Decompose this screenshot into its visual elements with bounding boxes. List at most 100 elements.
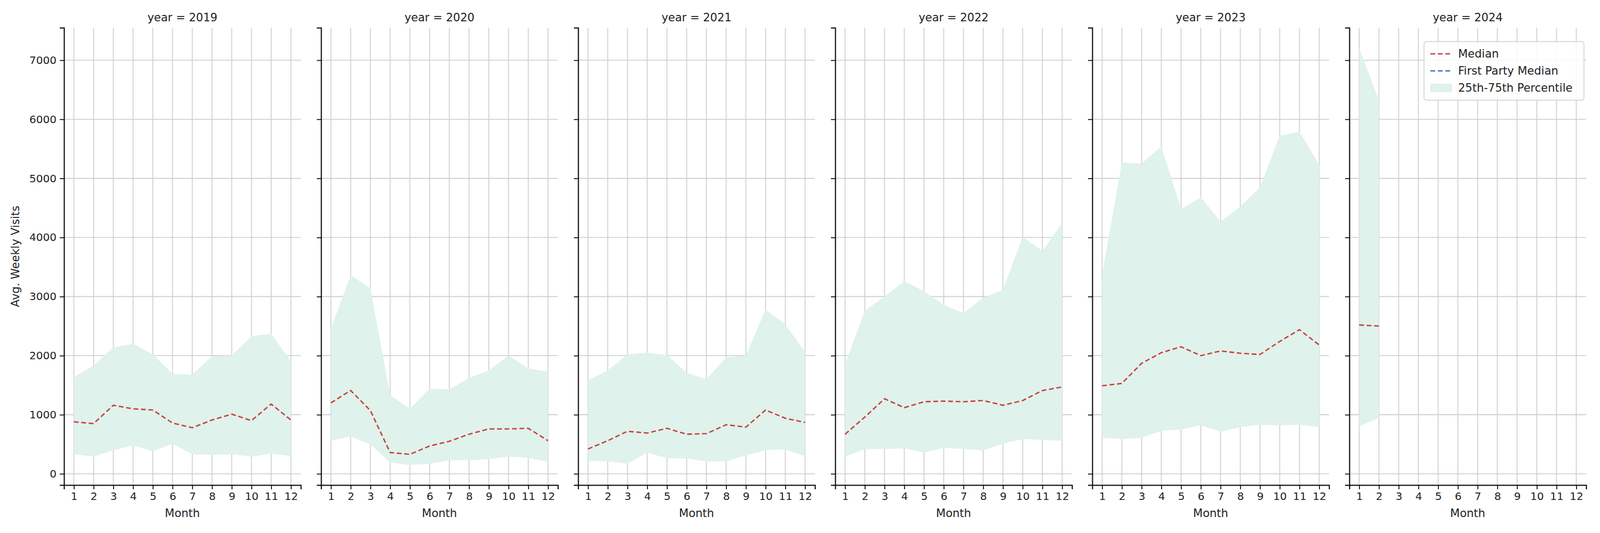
y-tick [1345,474,1350,475]
x-tick: 5 [149,485,157,503]
x-tick: 6 [426,485,434,503]
x-tick-mark [706,485,708,490]
x-axis-line [835,485,1073,491]
panel: 1234567891011120100020003000400050006000… [9,11,302,520]
x-tick-mark [686,485,688,490]
y-tick: 4000 [29,230,64,244]
median-line [1102,329,1320,386]
y-tick-label: 0 [49,467,57,481]
x-tick-label: 10 [758,490,773,503]
x-tick-mark [627,485,629,490]
y-tick-mark [573,355,579,357]
x-tick-mark [1161,485,1163,490]
x-tick-mark [1141,485,1143,490]
y-tick-mark [1345,237,1350,239]
x-tick-mark [1299,485,1301,490]
x-tick-label: 3 [881,490,889,503]
y-tick-mark [573,119,579,121]
median-line [74,404,292,428]
grid-line-y [321,473,558,475]
x-tick-mark [270,485,272,490]
y-tick-mark [830,237,836,239]
y-tick [1345,355,1350,357]
x-tick-label: 11 [778,490,792,503]
x-tick-mark [389,485,391,490]
x-tick-mark [409,485,411,490]
y-axis-line [573,28,579,486]
y-tick: 0 [49,467,64,481]
grid-line-y [64,178,301,180]
x-tick-label: 5 [406,490,414,503]
x-tick: 8 [980,485,988,503]
y-tick-label: 7000 [29,53,57,67]
x-tick: 12 [541,485,555,503]
y-tick-mark [316,296,322,298]
panel-title: year = 2024 [1432,11,1503,24]
x-axis-line [578,485,816,491]
y-axis-line [1088,28,1093,486]
grid-line-y [321,59,558,61]
x-tick: 1 [1356,485,1364,503]
y-tick-mark [1088,414,1093,416]
x-tick: 8 [1237,485,1245,503]
y-axis [830,28,836,486]
y-tick [573,474,579,475]
y-tick-label: 6000 [29,113,57,126]
x-tick: 6 [1454,485,1462,503]
grid-line-y [321,178,558,180]
x-axis-line [1349,485,1587,491]
median-line [588,410,806,450]
y-tick-mark [1345,119,1350,121]
x-tick-mark [1259,485,1261,490]
x-tick: 3 [367,485,375,503]
y-tick-mark [573,474,579,476]
x-tick: 10 [1016,485,1030,503]
grid-line-y [835,178,1072,180]
y-tick-mark [59,474,64,476]
x-tick: 6 [169,485,177,503]
x-tick-label: 8 [1494,490,1502,503]
x-tick-label: 6 [426,490,434,503]
panel: 123456789101112year = 2021Month [573,11,816,520]
x-tick: 8 [1494,485,1502,503]
x-tick: 9 [1257,485,1264,503]
x-tick: 1 [842,485,850,503]
x-tick-label: 12 [1312,490,1326,503]
grid-line-y [64,296,301,298]
x-tick: 2 [90,485,98,503]
x-tick: 10 [1273,485,1287,503]
y-tick-mark [573,178,579,180]
x-tick-label: 4 [644,490,652,503]
y-tick-mark [830,414,836,416]
x-tick-mark [1318,485,1320,490]
plot-marks [1102,131,1320,439]
y-tick [1088,474,1093,475]
grid-line-y [835,59,1072,61]
grid [578,27,815,486]
y-tick [830,474,836,475]
x-tick-mark [785,485,787,490]
y-tick-mark [316,474,322,476]
percentile-band [588,309,806,464]
panel-title: year = 2023 [1175,11,1246,24]
x-tick-label: 8 [1237,490,1245,503]
y-tick-mark [1345,414,1350,416]
y-tick-mark [316,414,322,416]
x-tick-mark [1121,485,1123,490]
x-tick-mark [1061,485,1063,490]
y-tick-mark [830,178,836,180]
y-tick [1088,414,1093,416]
x-axis-title: Month [164,507,200,520]
x-tick-mark [152,485,154,490]
x-tick: 12 [1569,485,1583,503]
plot-marks [74,333,292,458]
x-tick-mark [132,485,134,490]
x-tick-label: 12 [798,490,812,503]
x-tick-mark [904,485,906,490]
grid-line-y [835,473,1072,475]
y-tick [316,474,322,475]
x-tick-label: 4 [1415,490,1423,503]
x-tick-label: 6 [683,490,691,503]
x-tick-mark [646,485,648,490]
x-axis-title: Month [1450,507,1486,520]
